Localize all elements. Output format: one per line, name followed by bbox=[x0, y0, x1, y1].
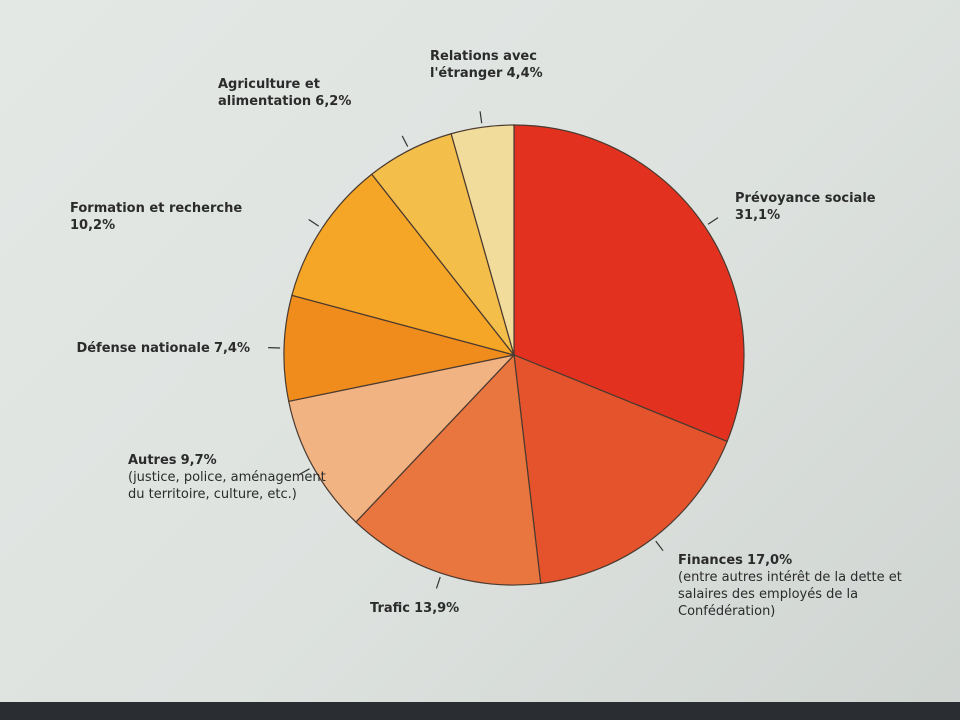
category-name: Défense nationale bbox=[76, 341, 210, 356]
value-label: 7,4% bbox=[213, 341, 250, 356]
category-name: Formation et recherche bbox=[70, 201, 243, 216]
note: (entre autres intérêt de la dette et sal… bbox=[678, 570, 902, 619]
slice-label: Défense nationale 7,4% bbox=[30, 340, 250, 357]
leader-line bbox=[308, 218, 320, 227]
leader-line bbox=[655, 540, 664, 552]
pie-slice bbox=[283, 294, 515, 403]
leader-line bbox=[298, 468, 310, 476]
slice-label: Formation et recherche 10,2% bbox=[70, 200, 290, 234]
slice-label: Relations avec l'étranger 4,4% bbox=[430, 48, 580, 82]
leader-line bbox=[401, 135, 409, 147]
category-name: Prévoyance sociale bbox=[735, 191, 876, 206]
slice-label: Finances 17,0% (entre autres intérêt de l… bbox=[678, 552, 928, 620]
value-label: 31,1% bbox=[735, 208, 781, 223]
value-label: 13,9% bbox=[414, 601, 460, 616]
value-label: 10,2% bbox=[70, 218, 116, 233]
pie-slice bbox=[288, 354, 516, 523]
slice-label: Autres 9,7% (justice, police, aménagement… bbox=[128, 452, 338, 503]
category-name: Agriculture et alimentation bbox=[218, 77, 320, 109]
note: (justice, police, aménagement du territo… bbox=[128, 470, 326, 502]
pie-slice bbox=[450, 124, 515, 356]
slice-label: Prévoyance sociale 31,1% bbox=[735, 190, 905, 224]
value-label: 9,7% bbox=[180, 453, 217, 468]
pie-slice bbox=[513, 124, 745, 443]
category-name: Finances bbox=[678, 553, 743, 568]
value-label: 4,4% bbox=[506, 66, 543, 81]
leader-line bbox=[479, 111, 483, 124]
value-label: 6,2% bbox=[315, 94, 352, 109]
category-name: Autres bbox=[128, 453, 177, 468]
slice-label: Agriculture et alimentation 6,2% bbox=[218, 76, 393, 110]
photo-edge bbox=[0, 702, 960, 720]
category-name: Trafic bbox=[370, 601, 410, 616]
category-name: Relations avec l'étranger bbox=[430, 49, 537, 81]
value-label: 17,0% bbox=[747, 553, 793, 568]
pie-slice bbox=[355, 353, 542, 586]
pie-slice bbox=[291, 173, 516, 357]
leader-line bbox=[707, 217, 719, 225]
leader-line bbox=[435, 576, 441, 589]
slice-label: Trafic 13,9% bbox=[370, 600, 510, 617]
pie-slice bbox=[513, 354, 728, 585]
